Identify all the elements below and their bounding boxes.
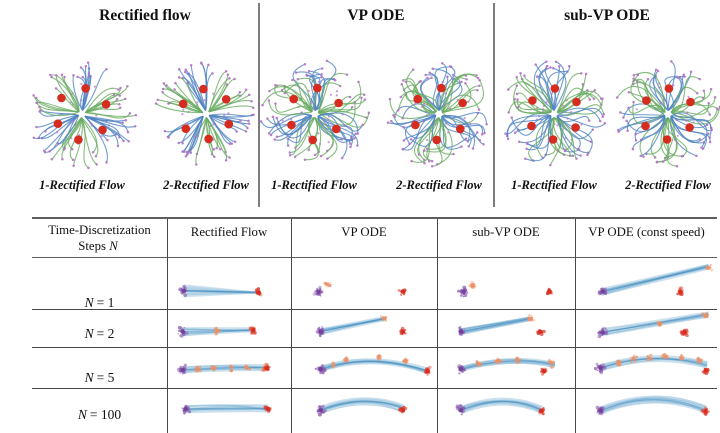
group-header-rectified-flow: Rectified flow bbox=[99, 7, 191, 24]
top-section: Rectified flow VP ODE sub-VP ODE 1-Recti… bbox=[0, 0, 720, 210]
cell-plot bbox=[438, 349, 574, 387]
flower-trajectories-svg bbox=[504, 60, 607, 167]
row-label-n5: N = 5 bbox=[84, 370, 115, 385]
flower-caption: 2-Rectified Flow bbox=[396, 178, 482, 192]
table-row-rule bbox=[32, 388, 717, 390]
group-header-sub-vp-ode: sub-VP ODE bbox=[564, 7, 650, 24]
cell-plot bbox=[438, 310, 574, 346]
flower-trajectories-svg bbox=[615, 60, 720, 168]
table-header-rectified-flow: Rectified Flow bbox=[190, 225, 268, 239]
table-header-rule bbox=[32, 256, 717, 259]
cell-plot bbox=[292, 310, 436, 346]
flower-plot bbox=[22, 52, 142, 172]
table-row-rule bbox=[32, 309, 717, 311]
flower-plot bbox=[146, 52, 266, 172]
flower-plot bbox=[379, 52, 499, 172]
flower-plot bbox=[608, 52, 720, 172]
cell-plot bbox=[576, 260, 717, 308]
flower-plot bbox=[494, 52, 614, 172]
cell-plot bbox=[292, 389, 436, 432]
cell-plot bbox=[168, 389, 290, 432]
flower-caption: 1-Rectified Flow bbox=[39, 178, 125, 192]
table-header-steps: Time-Discretization Steps N bbox=[32, 222, 167, 254]
flower-caption: 2-Rectified Flow bbox=[625, 178, 711, 192]
flower-plot bbox=[255, 52, 375, 172]
flower-caption: 1-Rectified Flow bbox=[271, 178, 357, 192]
table-col-rule bbox=[167, 219, 169, 433]
table-row-rule bbox=[32, 347, 717, 349]
cell-plot bbox=[576, 349, 717, 387]
cell-plot bbox=[168, 349, 290, 387]
steps-header-line1: Time-Discretization bbox=[48, 223, 151, 237]
table-header-vp-ode: VP ODE bbox=[341, 225, 387, 239]
table-header-sub-vp-ode: sub-VP ODE bbox=[472, 225, 540, 239]
table-col-rule bbox=[437, 219, 439, 433]
row-label-n2: N = 2 bbox=[84, 326, 115, 341]
row-label-n1: N = 1 bbox=[84, 295, 115, 310]
table-top-rule bbox=[32, 217, 717, 219]
row-label-n100: N = 100 bbox=[77, 407, 122, 422]
table-header-vp-ode-const-speed: VP ODE (const speed) bbox=[588, 225, 705, 239]
steps-header-line2: Steps N bbox=[78, 239, 118, 253]
section-divider bbox=[493, 3, 495, 207]
flower-caption: 2-Rectified Flow bbox=[163, 178, 249, 192]
flower-trajectories-svg bbox=[386, 61, 488, 168]
group-header-vp-ode: VP ODE bbox=[347, 7, 405, 24]
flower-trajectories-svg bbox=[259, 59, 371, 161]
flower-trajectories-svg bbox=[32, 61, 138, 170]
cell-plot bbox=[576, 310, 717, 346]
cell-plot bbox=[292, 260, 436, 308]
cell-plot bbox=[438, 260, 574, 308]
cell-plot bbox=[292, 349, 436, 387]
cell-plot bbox=[168, 310, 290, 346]
cell-plot bbox=[438, 389, 574, 432]
table-col-rule bbox=[291, 219, 293, 433]
section-divider bbox=[258, 3, 260, 207]
flower-trajectories-svg bbox=[154, 61, 255, 166]
cell-plot bbox=[576, 389, 717, 432]
table-col-rule bbox=[575, 219, 577, 433]
cell-plot bbox=[168, 260, 290, 308]
flower-caption: 1-Rectified Flow bbox=[511, 178, 597, 192]
